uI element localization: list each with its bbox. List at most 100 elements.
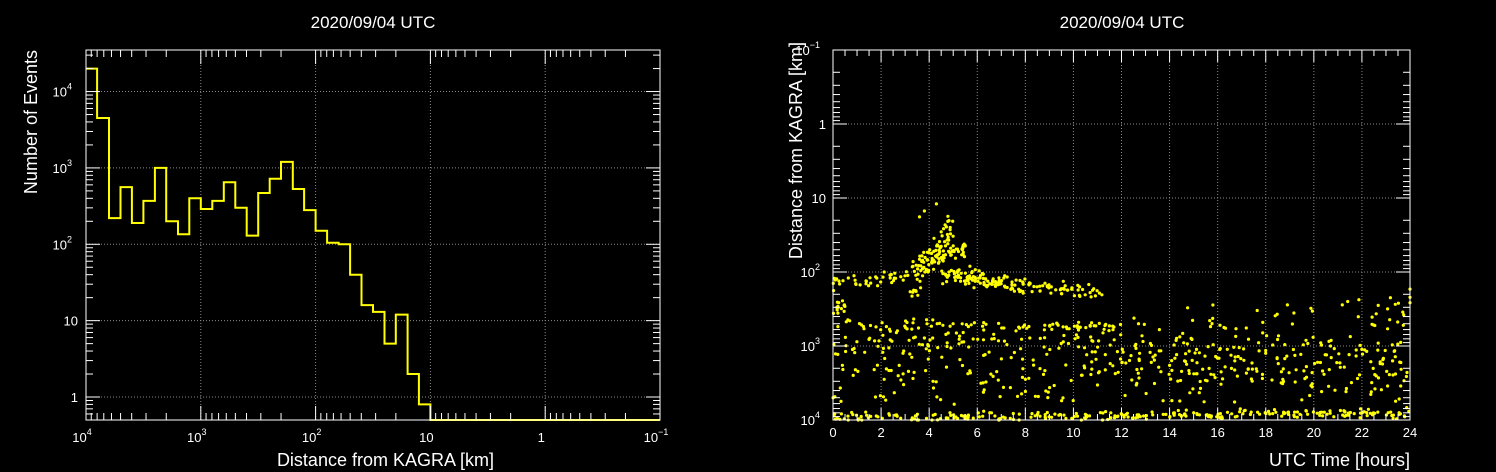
scatter-point [1242,358,1246,362]
scatter-point [986,283,990,287]
scatter-point [1272,408,1277,412]
scatter-point [1274,410,1278,414]
scatter-point [956,249,961,254]
scatter-point [868,276,872,280]
scatter-point [904,326,908,330]
scatter-point [1043,415,1047,419]
scatter-point [906,273,910,277]
scatter-point [1292,311,1296,315]
scatter-point [1398,360,1402,364]
scatter-point [1234,327,1238,331]
scatter-point [992,332,996,336]
scatter-point [1187,349,1191,353]
scatter-point [1136,371,1140,375]
scatter-point [1046,396,1050,400]
scatter-point [982,328,986,332]
histogram-x-tick-label: 103 [187,427,206,445]
scatter-point [1059,287,1063,291]
scatter-x-tick-label: 20 [1307,425,1321,440]
scatter-point [1083,366,1087,370]
scatter-point [944,416,948,420]
scatter-point [840,299,845,303]
scatter-point [841,367,845,372]
scatter-point [1148,341,1152,346]
scatter-point [1381,356,1385,360]
scatter-point [1376,341,1380,345]
scatter-y-axis-label: Distance from KAGRA [km] [786,42,806,259]
scatter-point [912,317,916,321]
scatter-point [1354,354,1358,358]
scatter-point [1089,295,1093,299]
scatter-point [1396,342,1400,346]
scatter-y-tick-label: 103 [801,336,820,354]
scatter-point [930,259,934,263]
scatter-point [1032,284,1036,289]
scatter-point [1376,376,1381,380]
scatter-point [1349,381,1354,385]
scatter-point [1250,367,1254,371]
scatter-point [1061,396,1065,400]
scatter-point [888,276,892,280]
scatter-point [851,373,855,377]
scatter-point [1112,338,1116,342]
scatter-point [972,286,976,290]
scatter-point [1111,328,1115,332]
scatter-x-tick-label: 2 [877,425,884,440]
scatter-point [1113,372,1117,376]
scatter-point [1390,413,1394,418]
scatter-point [1132,316,1136,320]
scatter-point [1134,346,1138,350]
scatter-point [1092,324,1096,328]
scatter-x-tick-label: 22 [1355,425,1369,440]
scatter-point [1104,322,1108,326]
scatter-point [927,349,932,353]
scatter-point [1376,348,1380,352]
scatter-point [1038,289,1042,293]
scatter-point [854,413,859,417]
scatter-point [1118,322,1123,327]
scatter-point [971,337,975,341]
scatter-point [904,270,909,274]
scatter-point [953,278,958,283]
scatter-point [948,411,952,415]
scatter-point [1181,331,1185,335]
scatter-point [1393,302,1397,306]
scatter-point [945,238,949,242]
scatter-point [939,398,943,402]
scatter-point [884,367,889,371]
scatter-point [947,219,951,223]
scatter-point [927,263,931,267]
scatter-point [1173,356,1177,360]
scatter-point [1168,363,1172,367]
scatter-point [1157,365,1161,369]
scatter-point [1137,413,1141,417]
scatter-point [1048,324,1052,328]
scatter-point [943,244,948,248]
scatter-point [1182,341,1186,345]
scatter-point [997,276,1001,280]
scatter-point [1186,306,1190,310]
scatter-point [919,268,923,273]
scatter-point [1293,353,1297,357]
scatter-point [1348,410,1352,415]
scatter-point [1208,414,1213,418]
histogram-chart: 2020/09/04 UTC 104 103 102 10 1 10−1 10410310… [21,13,668,470]
scatter-point [923,255,927,260]
scatter-point [989,411,994,415]
scatter-point [1310,309,1314,313]
scatter-point [1225,347,1229,351]
scatter-point [879,328,883,332]
scatter-point [1293,380,1297,384]
scatter-point [912,336,916,340]
scatter-point [1218,323,1222,327]
scatter-point [924,347,928,351]
scatter-point [963,244,967,248]
scatter-point [1022,323,1027,327]
scatter-point [1045,410,1049,415]
scatter-point [1085,353,1089,357]
scatter-point [858,283,862,287]
scatter-point [967,281,971,285]
scatter-point [1176,408,1180,413]
scatter-point [1002,276,1006,280]
scatter-point [843,335,848,339]
